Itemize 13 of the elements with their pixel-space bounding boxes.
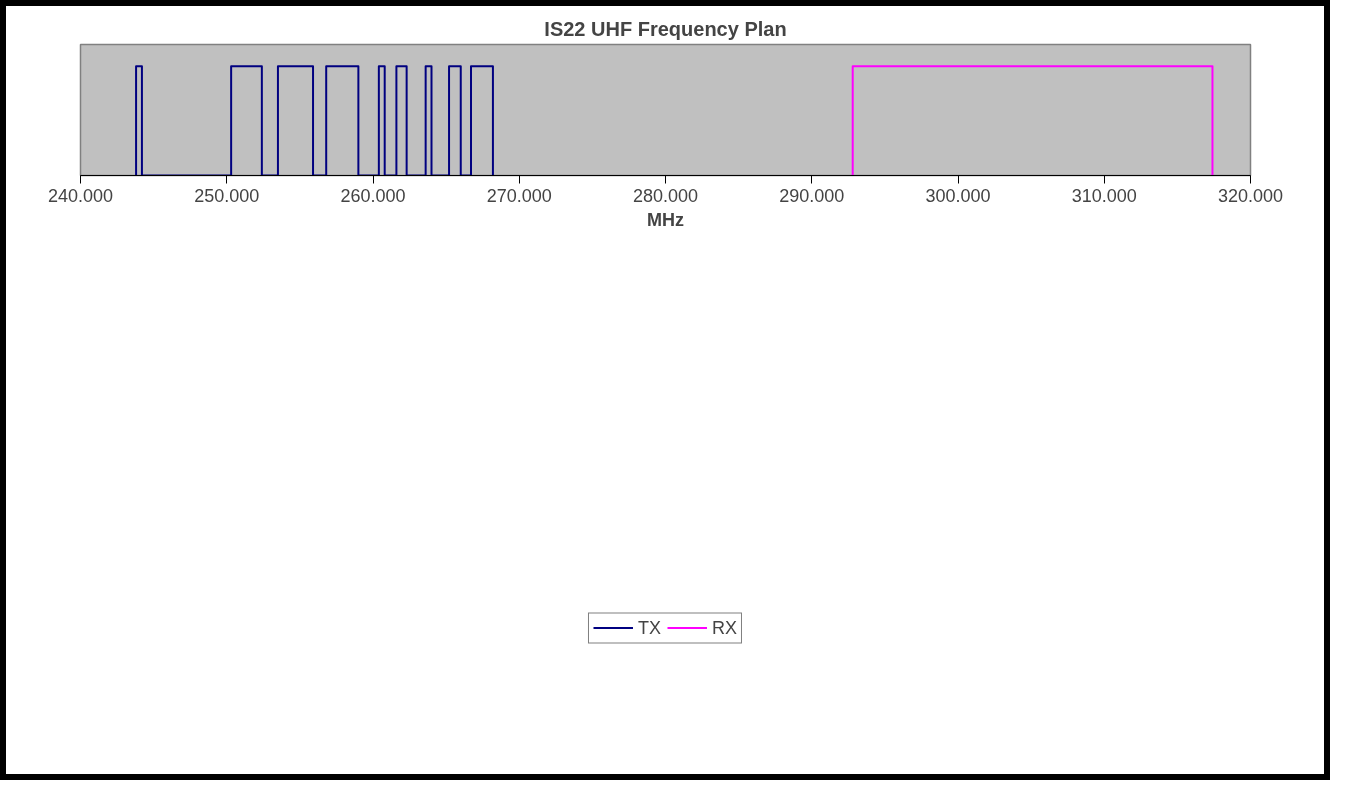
x-tick-label: 250.000 — [194, 185, 260, 206]
x-tick-label: 290.000 — [779, 185, 845, 206]
chart-title: IS22 UHF Frequency Plan — [544, 17, 787, 40]
x-tick-label: 240.000 — [47, 185, 114, 206]
x-tick-label: 260.000 — [340, 185, 406, 206]
legend-label: RX — [712, 617, 738, 639]
x-tick-label: 270.000 — [486, 185, 552, 206]
legend-label: TX — [637, 617, 661, 639]
x-tick-label: 280.000 — [632, 185, 699, 206]
x-axis-title: MHz — [647, 209, 684, 230]
x-tick-label: 310.000 — [1071, 185, 1137, 206]
x-tick-label: 300.000 — [925, 185, 991, 206]
x-tick-label: 320.000 — [1217, 185, 1284, 206]
